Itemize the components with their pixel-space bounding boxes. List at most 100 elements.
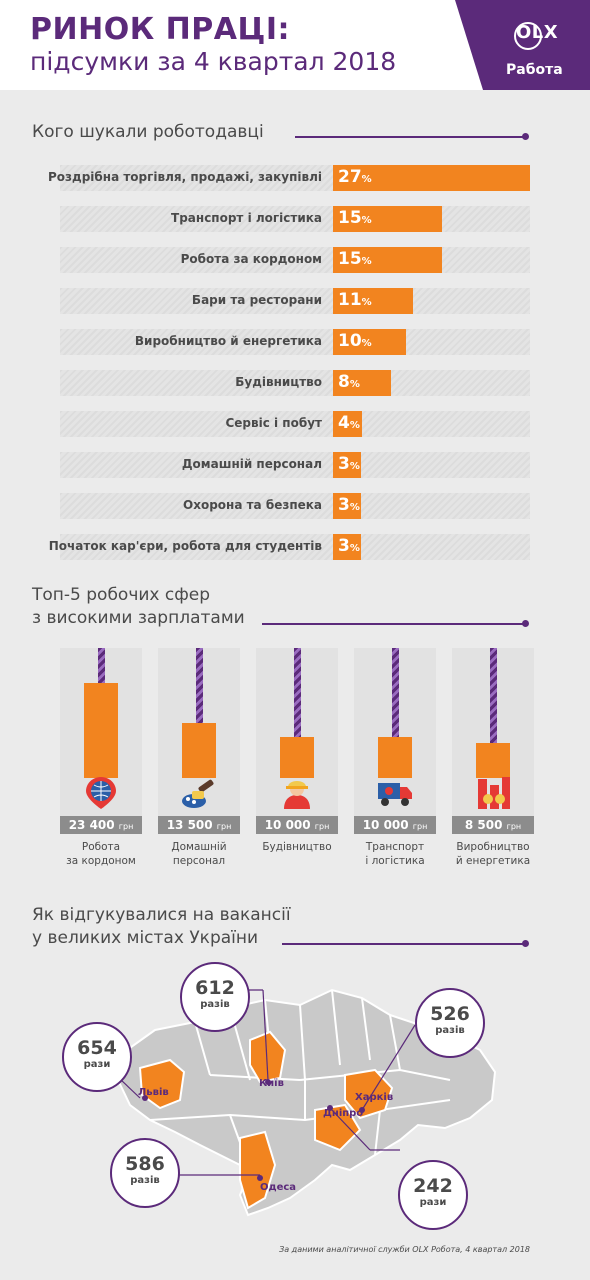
bar-background [60,206,530,232]
bar-category-label: Бари та ресторани [191,293,322,307]
bar-row: Домашній персонал 3% [60,452,530,478]
city-label-dnipro: Дніпро [323,1108,364,1119]
header: РИНОК ПРАЦІ: підсумки за 4 квартал 2018 … [0,0,590,90]
bar-value-label: 3% [338,495,360,515]
bar [333,493,361,519]
cleaning-icon [180,775,218,809]
salary-category-label: Домашній персонал [171,841,227,867]
bar-row: Роздрібна торгівля, продажі, закупівлі 27… [48,165,530,191]
olx-logo-sub: Работа [506,62,563,78]
dnipro-region [314,1103,362,1152]
factory-icon [474,775,512,809]
bar-row: Виробництво й енергетика 10% [60,329,530,355]
city-label-lviv: Львів [138,1087,169,1098]
bar [333,247,443,273]
bar-background [60,534,530,560]
bar [333,411,363,437]
city-bubble-odesa: 586 разів [110,1138,180,1208]
city-bubble-kharkiv: 526 разів [415,988,485,1058]
bar [333,534,361,560]
bar-value-label: 15% [338,249,372,269]
globe-pin-icon [82,775,120,809]
section-title-salaries-2: з високими зарплатами [32,608,245,628]
bar-value-label: 10 000 грн [354,816,436,834]
truck-icon [376,775,414,809]
kyiv-region [249,1030,287,1084]
lviv-region [138,1058,186,1110]
bar-row: Будівництво 8% [60,370,530,396]
bar [476,743,510,778]
bar-background [60,493,530,519]
section-divider [282,943,525,945]
bar-row: Бари та ресторани 11% [60,288,530,314]
olx-logo-badge [455,0,590,90]
bar-row: Транспорт і логістика 15% [60,206,530,232]
city-label-kharkiv: Харків [355,1092,394,1103]
bar [333,370,392,396]
section-divider-dot [522,620,529,627]
odesa-region [239,1130,277,1210]
section-divider-dot [522,940,529,947]
salary-category-label: Транспорт і логістика [365,841,425,867]
salary-category-label: Робота за кордоном [66,841,136,867]
section-divider [295,136,525,138]
bar [378,737,412,778]
bar-category-label: Будівництво [235,375,322,389]
bar-value-label: 8% [338,372,360,392]
bar [280,737,314,778]
ukraine-map [100,988,497,1217]
bar-value-label: 8 500 грн [452,816,534,834]
bar-value-label: 27% [338,167,372,187]
rope-decoration [98,648,105,683]
olx-logo: OLX [516,22,559,43]
bar-category-label: Домашній персонал [181,457,322,471]
rope-decoration [294,648,301,738]
salary-category-label: Виробництво й енергетика [455,841,531,867]
bar-category-label: Виробництво й енергетика [134,334,322,348]
bar-category-label: Роздрібна торгівля, продажі, закупівлі [48,170,322,184]
bar-value-label: 3% [338,454,360,474]
bar [333,206,443,232]
bar-row: Сервіс і побут 4% [60,411,530,437]
rope-decoration [196,648,203,724]
bar-row: Початок кар'єри, робота для студентів 3% [49,534,530,560]
bar-category-label: Початок кар'єри, робота для студентів [48,539,322,553]
footer-source: За даними аналітичної служби OLX Робота,… [279,1245,530,1254]
bar-value-label: 10 000 грн [256,816,338,834]
bar-value-label: 11% [338,290,372,310]
bar-background [60,247,530,273]
bar-background [60,452,530,478]
bar [333,329,406,355]
section-title-cities-2: у великих містах України [32,928,259,948]
bar-value-label: 3% [338,536,360,556]
bar [84,683,118,778]
bar [333,165,530,191]
city-bubble-lviv: 654 рази [62,1022,132,1092]
page-subtitle: підсумки за 4 квартал 2018 [30,47,397,76]
rope-decoration [392,648,399,738]
bar-category-label: Охорона та безпека [183,498,322,512]
bar-background [60,411,530,437]
section-divider [262,623,525,625]
bar-value-label: 23 400 грн [60,816,142,834]
city-label-odesa: Одеса [260,1182,297,1193]
bar-value-label: 15% [338,208,372,228]
rope-decoration [490,648,497,744]
city-bubble-kyiv: 612 разів [180,962,250,1032]
city-label-kyiv: Київ [259,1078,284,1089]
section-title-cities-1: Як відгукувалися на вакансії [32,905,291,925]
bar-background [60,370,530,396]
bar-value-label: 13 500 грн [158,816,240,834]
salary-category-label: Будівництво [262,841,332,853]
bar-category-label: Транспорт і логістика [171,211,322,225]
bar [333,288,414,314]
bar-category-label: Сервіс і побут [225,416,322,430]
bar-category-label: Робота за кордоном [180,252,322,266]
bar [182,723,216,778]
section-title-salaries-1: Топ-5 робочих сфер [32,585,211,605]
bar-row: Робота за кордоном 15% [60,247,530,273]
bar-value-label: 4% [338,413,360,433]
section-divider-dot [522,133,529,140]
city-bubble-dnipro: 242 рази [398,1160,468,1230]
bar-row: Охорона та безпека 3% [60,493,530,519]
